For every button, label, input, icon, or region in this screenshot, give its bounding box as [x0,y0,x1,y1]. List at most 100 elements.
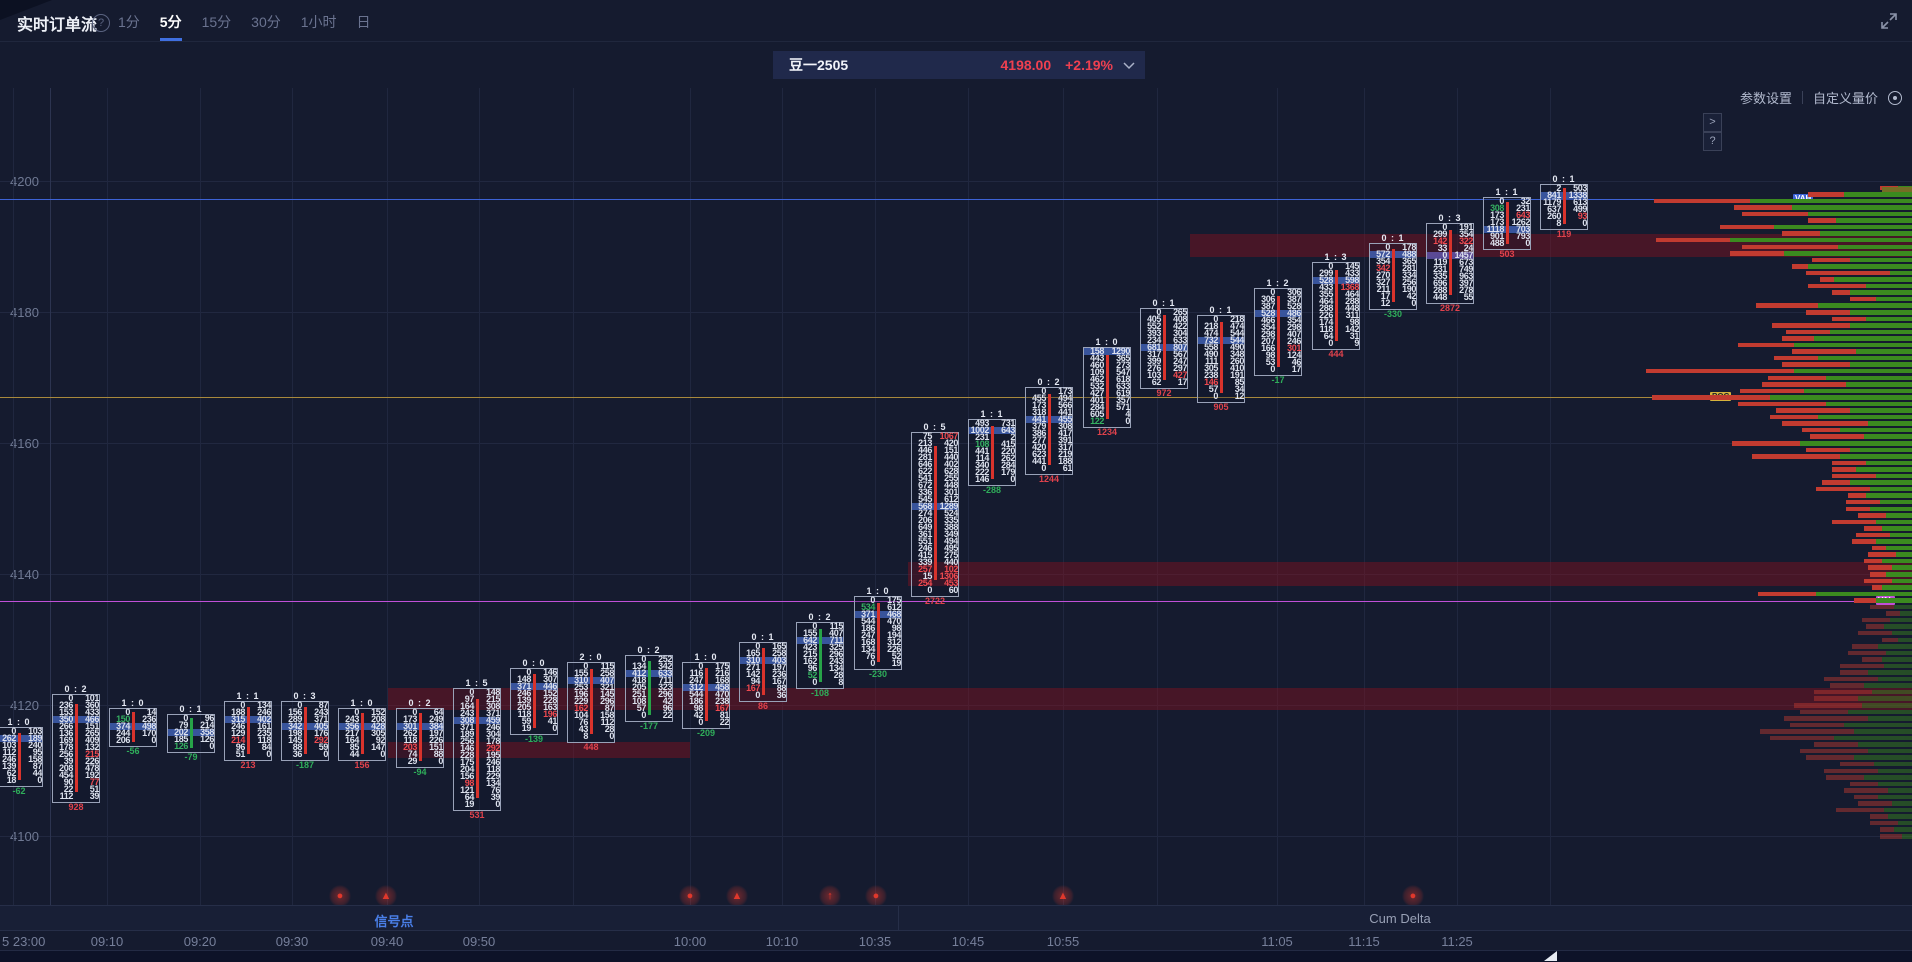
candle-row: 116 216 [683,668,730,677]
candle-row: 399 247 [1141,357,1187,366]
ask-volume: 0 [380,748,385,759]
candle-row: 0 64 [397,707,443,716]
price-axis-label: 4180 [10,305,39,320]
bid-volume: 146 [1204,376,1218,387]
profile-buy-bar [1868,670,1912,675]
profile-buy-bar [1866,460,1912,466]
time-axis-label: 09:30 [275,934,309,949]
candle-row: 231 749 [1427,264,1473,273]
profile-buy-bar [1892,578,1912,584]
candle-imbalance-header: 1 : 0 [694,651,718,662]
param-settings-button[interactable]: 参数设置 [1739,91,1792,106]
bid-volume: 534 [861,602,875,613]
expand-icon[interactable] [1880,12,1898,30]
profile-buy-bar [1884,663,1912,669]
ask-volume: 167 [772,676,786,687]
profile-buy-bar [1794,342,1912,348]
candle-row: 251 296 [626,690,672,699]
profile-sell-bar [1840,761,1874,767]
candle-row: 196 145 [568,689,614,698]
candle-row: 271 197 [740,663,786,672]
time-gridline [387,88,388,930]
profile-buy-bar [1876,473,1912,479]
ask-volume: 304 [1173,328,1187,338]
ask-volume: 407 [1287,329,1301,340]
tab-1小时[interactable]: 1小时 [300,14,337,30]
ask-volume: 39 [89,791,100,802]
profile-sell-bar [1868,552,1896,557]
bid-volume: 418 [632,675,646,686]
candle-row: 19 0 [454,799,501,808]
candle-row: 354 365 [1370,256,1416,265]
profile-sell-bar [1786,329,1830,335]
target-icon[interactable] [1888,90,1902,105]
ask-volume: 147 [371,741,385,752]
tab-日[interactable]: 日 [356,14,371,30]
bid-volume: 371 [861,609,875,620]
bid-volume: 185 [174,734,188,745]
profile-buy-bar [1896,552,1912,557]
candle-body [876,602,880,662]
candle-box: 0 191 299 354 142 322 33 24 0 1457 119 673 231 749 335… [1426,222,1474,304]
panel-help-button[interactable]: ? [1703,132,1722,151]
candle-row: 427 619 [1084,389,1130,398]
bid-volume: 310 [746,655,760,666]
ask-volume: 32 [1520,195,1531,206]
candle-box: 0 101 236 360 153 433 350 466 266 151 136 265 169 409… [52,694,100,804]
ask-volume: 470 [887,616,901,627]
custom-volume-price-button[interactable]: 自定义量价 [1812,91,1878,106]
contract-selector[interactable]: 豆一2505 4198.00 +2.19% [773,51,1145,79]
candle-row: 299 433 [1313,269,1359,278]
candle-body [1219,322,1223,393]
tab-15分[interactable]: 15分 [201,14,232,30]
ask-volume: 59 [318,742,329,752]
candle-row: 306 387 [1255,294,1301,305]
profile-buy-bar [1818,414,1912,420]
candle-row: 134 342 [626,662,672,671]
profile-buy-bar [1876,539,1912,544]
help-icon[interactable]: ? [92,14,110,32]
profile-buy-bar [1854,755,1912,760]
price-gridline [0,836,1912,837]
candle-row: 0 152 [339,707,385,716]
volume-profile-row [1854,794,1912,800]
candle-row: 165 258 [740,649,786,658]
ask-volume: 633 [658,668,672,679]
bid-volume: 305 [1204,362,1218,373]
header-divider [0,41,1912,42]
ask-volume: 1338 [1568,189,1588,200]
candle-row: 649 388 [912,523,958,532]
profile-sell-bar [1832,460,1866,466]
bid-volume: 198 [288,728,302,738]
candle-row: 288 448 [1313,304,1359,313]
interval-tabs: 1分 5分 15分 30分 1小时 日 [118,12,371,41]
bid-volume: 85 [349,741,360,752]
bid-volume: 158 [1090,346,1104,357]
candle-imbalance-header: 1 : 2 [1266,278,1290,289]
ask-volume: 262 [1001,453,1015,464]
ask-volume: 1457 [1454,249,1474,260]
bottom-scrollbar[interactable] [0,950,1912,962]
ask-volume: 115 [829,621,844,632]
candle-row: 0 19 [855,659,901,668]
bid-volume: 0 [1156,307,1161,317]
bid-volume: 122 [1090,416,1104,427]
bid-volume: 306 [1261,294,1275,305]
profile-buy-bar [1858,696,1912,701]
chevron-down-icon [1123,57,1135,73]
tab-30分[interactable]: 30分 [251,14,281,30]
candle-body [990,425,994,479]
panel-next-button[interactable]: > [1703,113,1722,132]
tab-5分[interactable]: 5分 [159,12,182,41]
candle-row: 62 44 [0,769,43,778]
candle-row: 118 226 [397,735,444,744]
profile-sell-bar [1864,558,1882,564]
candle-row: 441 220 [969,447,1015,456]
volume-profile-row [1846,506,1912,511]
candle-delta: 503 [1499,248,1515,259]
tab-1分[interactable]: 1分 [118,14,140,30]
volume-profile-row [1768,375,1912,380]
candle-row: 98 124 [1255,351,1302,360]
candle-imbalance-header: 0 : 3 [1438,212,1462,223]
bid-volume: 361 [918,529,932,540]
